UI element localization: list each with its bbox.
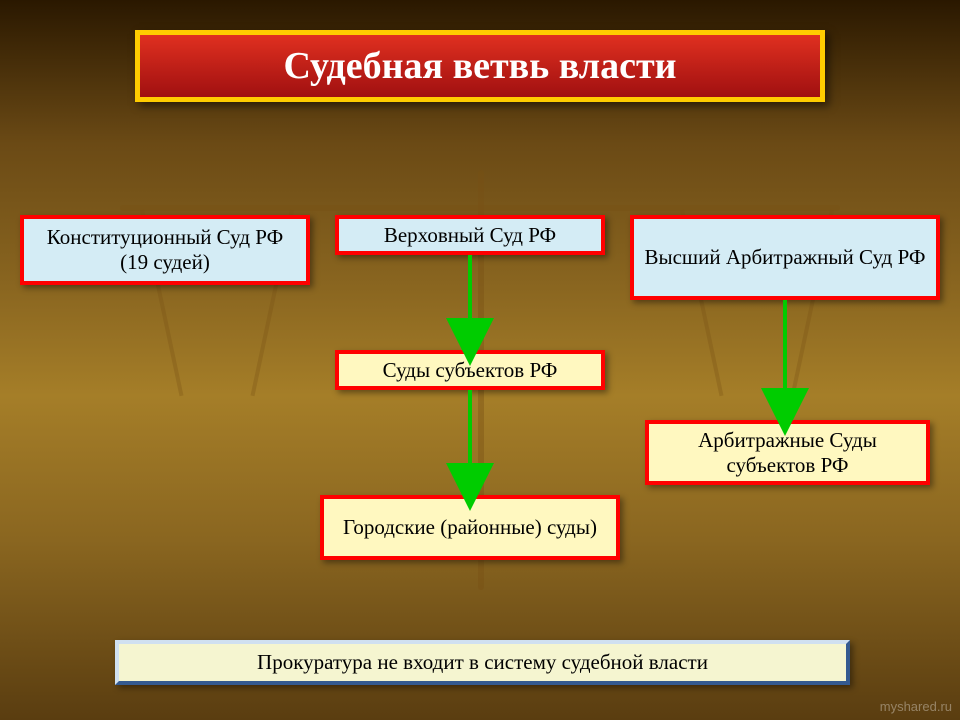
footer-box: Прокуратура не входит в систему судебной… bbox=[115, 640, 850, 685]
title-text: Судебная ветвь власти bbox=[283, 44, 676, 88]
node-high-arbitration-court: Высший Арбитражный Суд РФ bbox=[630, 215, 940, 300]
node-supreme-court: Верховный Суд РФ bbox=[335, 215, 605, 255]
node-label: Верховный Суд РФ bbox=[384, 223, 556, 248]
bg-scale-arm bbox=[120, 205, 840, 211]
node-label: Высший Арбитражный Суд РФ bbox=[644, 245, 925, 270]
node-label: Конституционный Суд РФ (19 судей) bbox=[32, 225, 298, 275]
node-label: Арбитражные Суды субъектов РФ bbox=[657, 428, 918, 478]
node-arbitration-subjects: Арбитражные Суды субъектов РФ bbox=[645, 420, 930, 485]
node-subjects-courts: Суды субъектов РФ bbox=[335, 350, 605, 390]
footer-text: Прокуратура не входит в систему судебной… bbox=[257, 650, 708, 675]
title-box: Судебная ветвь власти bbox=[135, 30, 825, 102]
node-city-courts: Городские (районные) суды) bbox=[320, 495, 620, 560]
node-label: Суды субъектов РФ bbox=[383, 358, 558, 383]
watermark: myshared.ru bbox=[880, 699, 952, 714]
node-constitutional-court: Конституционный Суд РФ (19 судей) bbox=[20, 215, 310, 285]
node-label: Городские (районные) суды) bbox=[343, 515, 597, 540]
